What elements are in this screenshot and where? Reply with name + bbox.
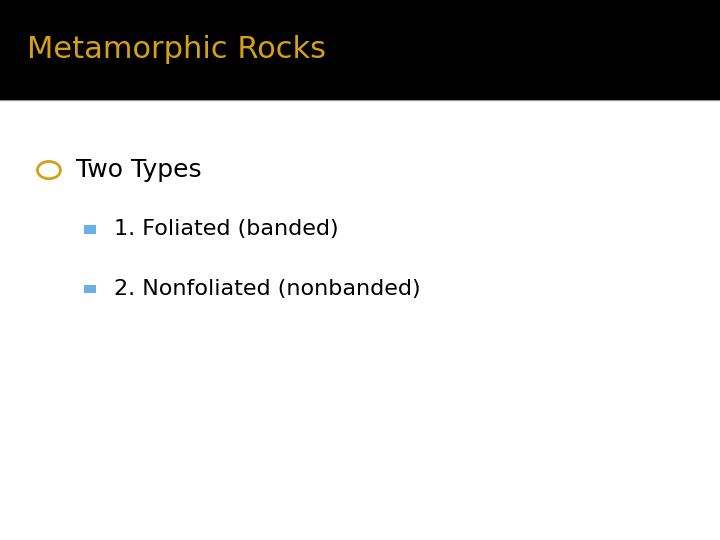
Text: Two Types: Two Types <box>76 158 201 182</box>
Text: Metamorphic Rocks: Metamorphic Rocks <box>27 36 326 64</box>
FancyBboxPatch shape <box>0 0 720 100</box>
Text: 2. Nonfoliated (nonbanded): 2. Nonfoliated (nonbanded) <box>114 279 420 299</box>
Text: 1. Foliated (banded): 1. Foliated (banded) <box>114 219 338 240</box>
FancyBboxPatch shape <box>84 285 96 293</box>
FancyBboxPatch shape <box>84 225 96 234</box>
